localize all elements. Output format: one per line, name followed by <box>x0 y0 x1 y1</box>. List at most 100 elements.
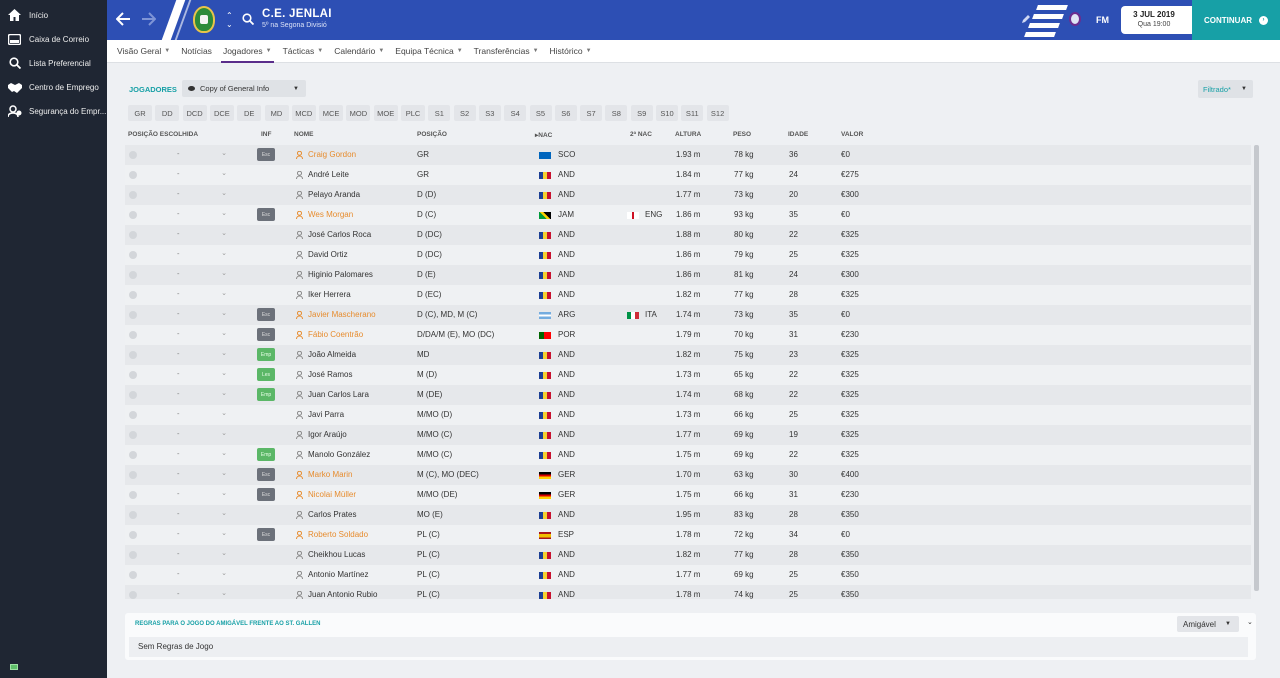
info-badge[interactable]: Esc <box>257 328 275 341</box>
player-name[interactable]: Higinio Palomares <box>308 270 373 279</box>
table-row[interactable]: - ⌄ Emp Manolo González M/MO (C) AND 1.75 m 69 … <box>125 445 1251 465</box>
position-choice-select[interactable]: - ⌄ <box>139 149 231 161</box>
player-nationality[interactable]: AND <box>558 450 575 459</box>
position-choice-select[interactable]: - ⌄ <box>139 289 231 301</box>
position-choice-select[interactable]: - ⌄ <box>139 529 231 541</box>
player-name[interactable]: Manolo González <box>308 450 371 459</box>
position-choice-select[interactable]: - ⌄ <box>139 409 231 421</box>
continue-button[interactable]: CONTINUAR › <box>1192 0 1280 40</box>
position-choice-select[interactable]: - ⌄ <box>139 489 231 501</box>
player-second-nationality[interactable]: ITA <box>645 310 657 319</box>
sidebar-item-job-centre[interactable]: Centro de Emprego <box>0 75 107 99</box>
tab-calendar[interactable]: Calendário ▼ <box>334 40 384 63</box>
select-checkbox[interactable] <box>129 331 137 339</box>
tab-transfers[interactable]: Transferências ▼ <box>474 40 539 63</box>
col-header-weight[interactable]: PESO <box>733 131 752 138</box>
player-nationality[interactable]: AND <box>558 510 575 519</box>
select-checkbox[interactable] <box>129 291 137 299</box>
select-checkbox[interactable] <box>129 251 137 259</box>
col-header-pos-choice[interactable]: POSIÇÃO ESCOLHIDA <box>128 131 199 138</box>
club-title[interactable]: C.E. JENLAI 5º na Segona Divisió <box>262 8 332 29</box>
select-checkbox[interactable] <box>129 571 137 579</box>
player-nationality[interactable]: AND <box>558 410 575 419</box>
player-second-nationality[interactable]: ENG <box>645 210 663 219</box>
info-badge[interactable]: Esc <box>257 308 275 321</box>
select-checkbox[interactable] <box>129 511 137 519</box>
position-filter-md[interactable]: MD <box>264 105 289 121</box>
position-choice-select[interactable]: - ⌄ <box>139 249 231 261</box>
sidebar-item-home[interactable]: Início <box>0 3 107 27</box>
select-checkbox[interactable] <box>129 371 137 379</box>
manager-badge-icon[interactable] <box>1069 12 1081 26</box>
info-badge[interactable]: Les <box>257 368 275 381</box>
collapse-chevron-icon[interactable]: ⌄ <box>1247 619 1253 626</box>
position-choice-select[interactable]: - ⌄ <box>139 309 231 321</box>
table-row[interactable]: - ⌄ Carlos Prates MO (E) AND 1.95 m 83 kg 28 €35… <box>125 505 1251 525</box>
position-filter-moe[interactable]: MOE <box>373 105 398 121</box>
table-row[interactable]: - ⌄ Esc Craig Gordon GR SCO 1.93 m 78 kg 36 €0 <box>125 145 1251 165</box>
info-badge[interactable]: Emp <box>257 448 275 461</box>
player-nationality[interactable]: AND <box>558 550 575 559</box>
position-filter-s10[interactable]: S10 <box>656 105 678 121</box>
table-row[interactable]: - ⌄ Emp João Almeida MD AND 1.82 m 75 kg 23 €325 <box>125 345 1251 365</box>
player-name[interactable]: Carlos Prates <box>308 510 357 519</box>
position-choice-select[interactable]: - ⌄ <box>139 329 231 341</box>
tab-history[interactable]: Histórico ▼ <box>550 40 592 63</box>
player-nationality[interactable]: AND <box>558 250 575 259</box>
position-filter-s7[interactable]: S7 <box>580 105 603 121</box>
table-row[interactable]: - ⌄ Igor Araújo M/MO (C) AND 1.77 m 69 kg 19 €32… <box>125 425 1251 445</box>
position-filter-s3[interactable]: S3 <box>478 105 501 121</box>
club-switch-arrows[interactable]: ⌃ ⌄ <box>226 11 233 29</box>
filter-button[interactable]: Filtrado* ▼ <box>1198 80 1253 98</box>
position-filter-dce[interactable]: DCE <box>209 105 234 121</box>
player-name[interactable]: Javi Parra <box>308 410 345 419</box>
player-nationality[interactable]: AND <box>558 370 575 379</box>
select-checkbox[interactable] <box>129 231 137 239</box>
col-header-position[interactable]: POSIÇÃO <box>417 131 447 138</box>
position-filter-s4[interactable]: S4 <box>504 105 527 121</box>
select-checkbox[interactable] <box>129 451 137 459</box>
player-nationality[interactable]: AND <box>558 430 575 439</box>
chevron-down-icon[interactable]: ⌄ <box>226 20 233 29</box>
position-filter-s9[interactable]: S9 <box>630 105 653 121</box>
position-filter-plc[interactable]: PLC <box>401 105 425 121</box>
col-header-value[interactable]: VALOR <box>841 131 864 138</box>
table-row[interactable]: - ⌄ André Leite GR AND 1.84 m 77 kg 24 €275 <box>125 165 1251 185</box>
table-row[interactable]: - ⌄ Esc Javier Mascherano D (C), MD, M (C) AR… <box>125 305 1251 325</box>
position-filter-s1[interactable]: S1 <box>428 105 451 121</box>
player-nationality[interactable]: AND <box>558 230 575 239</box>
table-row[interactable]: - ⌄ Cheikhou Lucas PL (C) AND 1.82 m 77 kg 28 €3… <box>125 545 1251 565</box>
player-name[interactable]: Fábio Coentrão <box>308 330 364 339</box>
select-checkbox[interactable] <box>129 431 137 439</box>
table-row[interactable]: - ⌄ Les José Ramos M (D) AND 1.73 m 65 kg 22 €325 <box>125 365 1251 385</box>
player-name[interactable]: Javier Mascherano <box>308 310 376 319</box>
tab-overview[interactable]: Visão Geral ▼ <box>117 40 170 63</box>
position-filter-de[interactable]: DE <box>237 105 262 121</box>
player-nationality[interactable]: GER <box>558 470 576 479</box>
tab-players[interactable]: Jogadores ▼ <box>220 40 274 63</box>
table-scrollbar[interactable] <box>1254 145 1259 591</box>
position-choice-select[interactable]: - ⌄ <box>139 209 231 221</box>
position-filter-gr[interactable]: GR <box>128 105 152 121</box>
select-checkbox[interactable] <box>129 151 137 159</box>
select-checkbox[interactable] <box>129 491 137 499</box>
position-filter-dd[interactable]: DD <box>155 105 180 121</box>
rules-dropdown[interactable]: Amigável ▼ <box>1177 616 1239 632</box>
table-row[interactable]: - ⌄ Esc Fábio Coentrão D/DA/M (E), MO (DC) PO… <box>125 325 1251 345</box>
tab-news[interactable]: Notícias <box>181 40 212 63</box>
table-row[interactable]: - ⌄ Esc Roberto Soldado PL (C) ESP 1.78 m 72 kg… <box>125 525 1251 545</box>
position-filter-mce[interactable]: MCE <box>319 105 344 121</box>
info-badge[interactable]: Emp <box>257 388 275 401</box>
info-badge[interactable]: Emp <box>257 348 275 361</box>
tab-staff[interactable]: Equipa Técnica ▼ <box>395 40 462 63</box>
sidebar-item-shortlist[interactable]: Lista Preferencial <box>0 51 107 75</box>
col-header-nac[interactable]: ▸NAC <box>535 132 553 139</box>
select-checkbox[interactable] <box>129 271 137 279</box>
player-nationality[interactable]: AND <box>558 190 575 199</box>
position-filter-s6[interactable]: S6 <box>554 105 577 121</box>
table-row[interactable]: - ⌄ José Carlos Roca D (DC) AND 1.88 m 80 kg 22… <box>125 225 1251 245</box>
col-header-height[interactable]: ALTURA <box>675 131 702 138</box>
player-name[interactable]: Juan Antonio Rubio <box>308 590 378 599</box>
position-choice-select[interactable]: - ⌄ <box>139 269 231 281</box>
player-nationality[interactable]: AND <box>558 350 575 359</box>
